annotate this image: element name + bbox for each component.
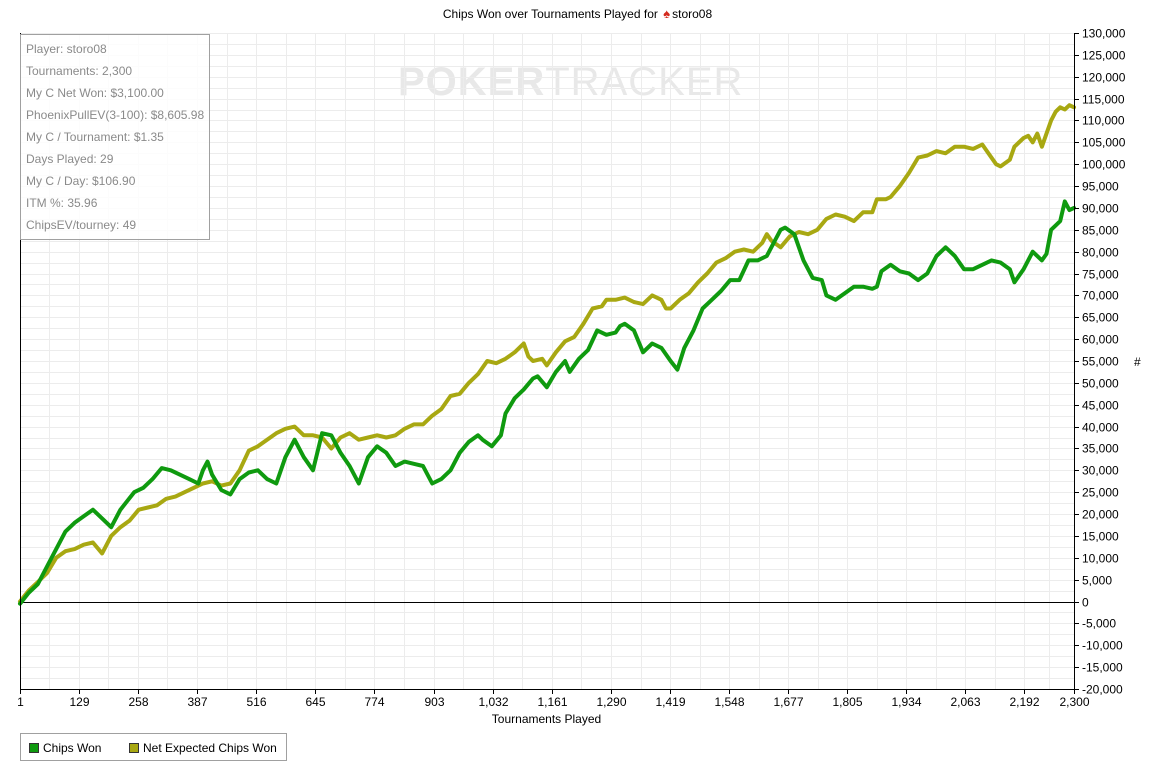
y-tick-label: 20,000: [1082, 508, 1119, 522]
y-tick-label: 100,000: [1082, 158, 1126, 172]
y-tick-label: 60,000: [1082, 333, 1119, 347]
y-axis-ticks: -20,000 -15,000 -10,000 -5,000 0 5,000 10,000 1…: [1074, 27, 1126, 697]
series-line-chips-won: [18, 199, 1076, 606]
legend-label-chips-won: Chips Won: [43, 741, 102, 755]
legend-swatch-chips-won: [29, 743, 39, 753]
x-tick-label: 258: [128, 695, 148, 709]
y-tick-label: 130,000: [1082, 27, 1126, 41]
y-tick-label: 70,000: [1082, 289, 1119, 303]
x-tick-label: 1,677: [773, 695, 803, 709]
x-tick-label: 1,934: [891, 695, 921, 709]
y-tick-label: -5,000: [1082, 617, 1116, 631]
chart-title: Chips Won over Tournaments Played for ♠ s…: [0, 6, 1155, 21]
x-axis-ticks: 1 129 258 387 516 645 774 903 1,032 1,161 1,290 1,4…: [17, 689, 1090, 709]
y-tick-label: 90,000: [1082, 202, 1119, 216]
y-tick-label: -15,000: [1082, 661, 1123, 675]
y-tick-label: -20,000: [1082, 683, 1123, 697]
stat-per-tournament: My C / Tournament: $1.35: [26, 130, 164, 144]
chart-title-text: Chips Won over Tournaments Played for: [442, 7, 658, 21]
stat-player: Player: storo08: [26, 42, 107, 56]
x-tick-label: 1,290: [596, 695, 626, 709]
x-tick-label: 1: [17, 695, 24, 709]
y-tick-label: 95,000: [1082, 180, 1119, 194]
chart-series: [18, 103, 1076, 606]
y-tick-label: 115,000: [1082, 93, 1125, 107]
stat-per-day: My C / Day: $106.90: [26, 174, 136, 188]
y-tick-label: 25,000: [1082, 486, 1119, 500]
chart-legend: Chips Won Net Expected Chips Won: [20, 733, 287, 761]
x-tick-label: 1,419: [655, 695, 685, 709]
y-axis-label: #: [1134, 355, 1141, 369]
y-tick-label: 30,000: [1082, 464, 1119, 478]
x-tick-label: 774: [364, 695, 384, 709]
y-tick-label: 85,000: [1082, 224, 1119, 238]
x-tick-label: 2,192: [1009, 695, 1039, 709]
x-tick-label: 129: [69, 695, 89, 709]
legend-item-chips-won[interactable]: Chips Won: [29, 741, 101, 755]
spade-icon: ♠: [663, 6, 671, 21]
legend-label-net-expected: Net Expected Chips Won: [143, 741, 277, 755]
y-tick-label: -10,000: [1082, 639, 1123, 653]
x-tick-label: 645: [305, 695, 325, 709]
y-tick-label: 50,000: [1082, 377, 1119, 391]
y-tick-label: 10,000: [1082, 552, 1119, 566]
y-tick-label: 80,000: [1082, 246, 1119, 260]
x-tick-label: 387: [187, 695, 207, 709]
stat-tournaments: Tournaments: 2,300: [26, 64, 133, 78]
stat-days-played: Days Played: 29: [26, 152, 114, 166]
x-tick-label: 1,548: [714, 695, 744, 709]
y-tick-label: 125,000: [1082, 49, 1126, 63]
y-tick-label: 55,000: [1082, 355, 1119, 369]
y-tick-label: 105,000: [1082, 136, 1126, 150]
x-tick-label: 1,805: [832, 695, 862, 709]
x-tick-label: 516: [246, 695, 266, 709]
x-tick-label: 1,161: [537, 695, 567, 709]
y-tick-label: 40,000: [1082, 421, 1119, 435]
x-tick-label: 2,300: [1059, 695, 1089, 709]
legend-item-net-expected[interactable]: Net Expected Chips Won: [129, 741, 277, 755]
y-tick-label: 120,000: [1082, 71, 1126, 85]
y-tick-label: 65,000: [1082, 311, 1119, 325]
x-axis-label: Tournaments Played: [491, 712, 602, 726]
y-tick-label: 75,000: [1082, 268, 1119, 282]
series-line-net-expected: [18, 103, 1076, 604]
y-tick-label: 5,000: [1082, 574, 1112, 588]
stat-itm: ITM %: 35.96: [26, 196, 98, 210]
chart-title-player: storo08: [672, 7, 713, 21]
player-stats-box: Player: storo08 Tournaments: 2,300 My C …: [20, 34, 210, 240]
y-tick-label: 15,000: [1082, 530, 1119, 544]
y-tick-label: 0: [1082, 596, 1089, 610]
legend-swatch-net-expected: [129, 743, 139, 753]
y-tick-label: 45,000: [1082, 399, 1119, 413]
x-tick-label: 903: [424, 695, 444, 709]
y-tick-label: 110,000: [1082, 114, 1125, 128]
x-tick-label: 2,063: [950, 695, 980, 709]
pokertracker-watermark: POKERTRACKER: [398, 60, 744, 104]
y-tick-label: 35,000: [1082, 442, 1119, 456]
stat-phoenix-pull-ev: PhoenixPullEV(3-100): $8,605.98: [26, 108, 205, 122]
x-tick-label: 1,032: [478, 695, 508, 709]
stat-chipsev-per-tourney: ChipsEV/tourney: 49: [26, 218, 137, 232]
stat-net-won: My C Net Won: $3,100.00: [26, 86, 164, 100]
